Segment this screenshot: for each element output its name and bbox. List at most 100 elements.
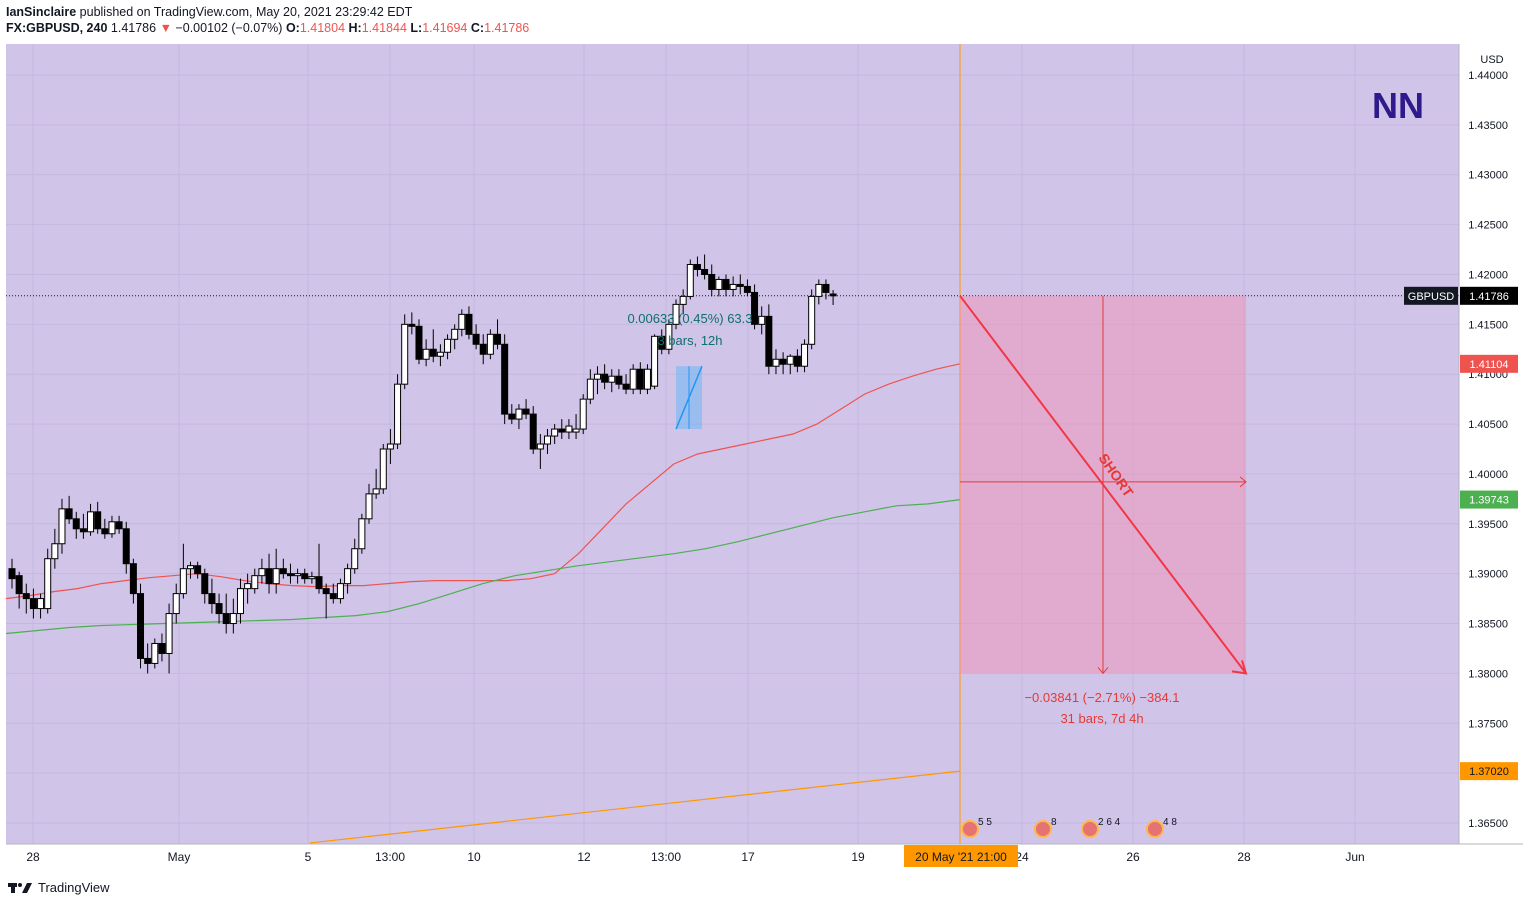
candle-down <box>693 263 701 270</box>
grid <box>6 44 1459 844</box>
candle-down <box>465 313 473 335</box>
low-value: 1.41694 <box>422 21 468 35</box>
event-count: 4 8 <box>1163 817 1177 828</box>
candle-up <box>172 593 180 615</box>
candle-up <box>651 335 659 387</box>
economic-events[interactable]: 5 5 8 2 6 4 4 8 <box>961 817 1177 838</box>
last-price-label: 1.41786 <box>1469 291 1509 303</box>
candle-down <box>201 573 209 595</box>
candle-down <box>94 511 102 530</box>
change-value: −0.00102 (−0.07%) <box>175 21 283 35</box>
y-tick-label: 1.43500 <box>1468 120 1508 132</box>
last-price: 1.41786 <box>110 21 157 35</box>
plot-background[interactable] <box>6 44 1459 844</box>
candle-down <box>322 588 330 595</box>
position-arrow-right <box>1239 476 1247 488</box>
symbol-badge-label: GBPUSD <box>1408 291 1455 303</box>
candle-up <box>386 443 394 450</box>
publisher-name[interactable]: IanSinclaire <box>6 5 77 19</box>
price-labels: GBPUSD 1.41786 1.41104 1.39743 1.37020 <box>1404 286 1518 781</box>
ma-orange-price-label: 1.37020 <box>1469 766 1509 778</box>
candle-down <box>329 593 337 600</box>
candle-down <box>279 568 287 575</box>
candle-down <box>472 333 480 345</box>
candle-down <box>622 383 630 390</box>
candle-down <box>708 273 716 290</box>
candle-down <box>137 593 145 659</box>
candle-down <box>722 278 730 290</box>
high-label: H: <box>348 21 362 35</box>
x-tick-label: 13:00 <box>651 850 681 864</box>
x-tick-label: 28 <box>26 850 40 864</box>
x-tick-label: 17 <box>741 850 755 864</box>
symbol-badge <box>1404 286 1458 305</box>
y-tick-label: 1.41500 <box>1468 319 1508 331</box>
measure-tool[interactable]: 0.00633 (0.45%) 63.3 3 bars, 12h <box>627 311 753 430</box>
x-tick-label: 10 <box>467 850 481 864</box>
candle-up <box>444 338 452 353</box>
close-label: C: <box>470 21 485 35</box>
candle-down <box>743 285 751 293</box>
candle-down <box>8 568 16 580</box>
candle-down <box>558 428 566 433</box>
candle-up <box>44 558 52 610</box>
candle-up <box>236 588 244 615</box>
candle-down <box>658 335 666 350</box>
ma-orange-price-label-bg <box>1460 762 1518 781</box>
candle-down <box>15 575 23 595</box>
chart-header: IanSinclaire published on TradingView.co… <box>6 4 529 36</box>
y-tick-label: 1.44000 <box>1468 70 1508 82</box>
footer: TradingView <box>8 880 110 895</box>
candle-down <box>265 568 273 585</box>
candle-up <box>808 295 816 345</box>
candle-down <box>779 358 787 365</box>
time-axis[interactable] <box>6 844 1523 870</box>
candle-up <box>665 323 673 350</box>
candle-down <box>301 573 309 580</box>
x-tick-label: 26 <box>1126 850 1140 864</box>
footer-brand[interactable]: TradingView <box>38 880 110 895</box>
price-chart[interactable]: SHORT−0.03841 (−2.71%) −384.131 bars, 7d… <box>0 0 1529 878</box>
candle-down <box>315 576 323 590</box>
event-count: 2 6 4 <box>1098 817 1121 828</box>
y-tick-label: 1.36500 <box>1468 818 1508 830</box>
current-time-badge <box>904 845 1018 867</box>
candle-up <box>643 368 651 390</box>
candle-up <box>272 568 280 585</box>
current-time-label: 20 May '21 21:00 <box>915 850 1007 864</box>
candle-down <box>736 283 744 287</box>
candle-up <box>579 398 587 430</box>
y-tick-label: 1.39500 <box>1468 519 1508 531</box>
ma-red-price-label-bg <box>1460 354 1518 373</box>
candle-up <box>51 543 59 560</box>
watermark-logo: NN <box>1372 85 1424 126</box>
candle-down <box>72 518 80 530</box>
candle-up <box>422 348 430 360</box>
event-flag-icon <box>1034 820 1052 838</box>
y-tick-label: 1.38500 <box>1468 619 1508 631</box>
y-tick-label: 1.40000 <box>1468 469 1508 481</box>
short-trend-line <box>959 295 1247 675</box>
y-tick-label: 1.37500 <box>1468 718 1508 730</box>
ma-red-price-label: 1.41104 <box>1470 359 1509 371</box>
candle-up <box>336 583 344 600</box>
candle-down <box>286 573 294 577</box>
candle-down <box>829 293 837 297</box>
open-value: 1.41804 <box>299 21 346 35</box>
candles <box>8 254 837 674</box>
open-label: O: <box>285 21 300 35</box>
candle-up <box>672 303 680 325</box>
position-stats-line1: −0.03841 (−2.71%) −384.1 <box>1024 690 1179 705</box>
candle-up <box>244 583 252 590</box>
x-tick-label: May <box>168 850 191 864</box>
candle-down <box>501 343 509 415</box>
position-arrow-down <box>1097 667 1109 675</box>
short-position-tool[interactable]: SHORT−0.03841 (−2.71%) −384.131 bars, 7d… <box>959 295 1248 726</box>
candle-up <box>715 278 723 290</box>
candle-up <box>536 443 544 450</box>
candle-down <box>158 642 166 654</box>
candle-up <box>251 575 259 590</box>
price-axis[interactable] <box>1459 44 1523 844</box>
ma-green-price-label-bg <box>1460 490 1518 509</box>
candle-down <box>793 355 801 367</box>
